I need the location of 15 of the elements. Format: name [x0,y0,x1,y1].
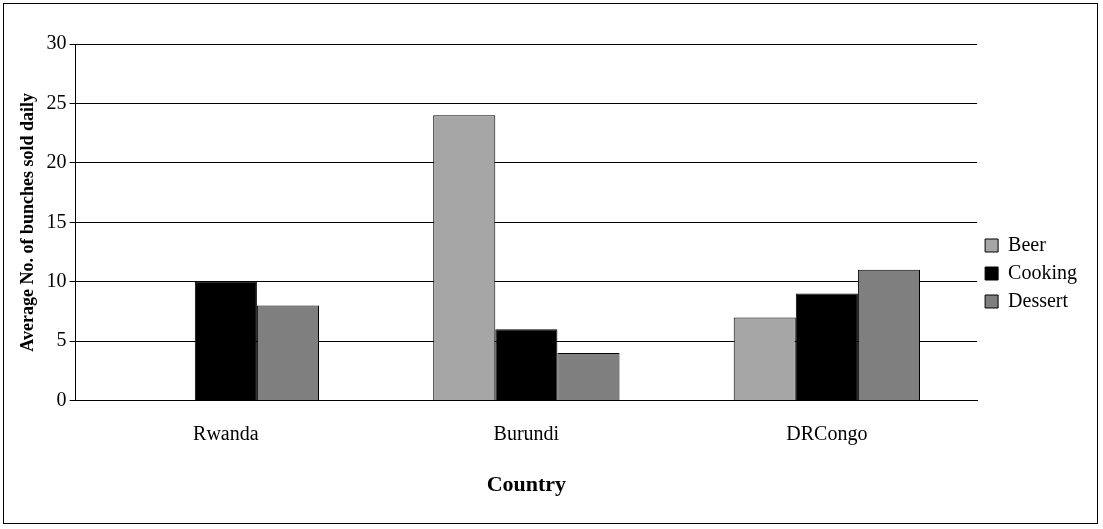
x-tick-label: Burundi [493,421,560,444]
y-tick-label: 20 [46,150,67,173]
y-tick-label: 30 [46,31,67,54]
legend-label: Dessert [1008,288,1069,311]
y-tick-label: 0 [56,387,67,410]
x-tick-label: DRCongo [786,421,868,445]
x-axis-title: Country [486,471,567,497]
y-tick-label: 10 [46,268,67,291]
x-tick-label: Rwanda [193,421,259,444]
y-axis-title: Average No. of bunches sold daily [17,92,38,352]
y-tick-label: 15 [46,209,67,232]
y-tick-label: 5 [56,328,67,351]
legend-label: Beer [1008,232,1047,255]
y-tick-label: 25 [46,90,67,113]
legend-label: Cooking [1008,260,1078,284]
